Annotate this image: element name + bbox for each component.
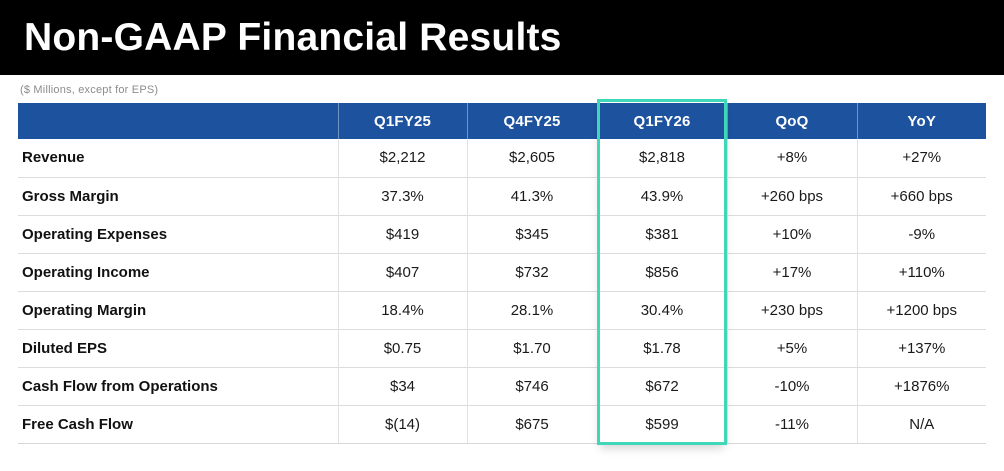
table-row: Diluted EPS $0.75 $1.70 $1.78 +5% +137% — [18, 328, 986, 367]
cell-value: $419 — [337, 214, 467, 253]
cell-value: $675 — [466, 404, 597, 444]
cell-value: $2,212 — [337, 139, 467, 177]
row-label-cash-flow-operations: Cash Flow from Operations — [18, 366, 338, 405]
page-title: Non-GAAP Financial Results — [24, 15, 562, 59]
column-header-yoy: YoY — [856, 103, 986, 139]
financial-results-table: Q1FY25 Q4FY25 Q1FY26 QoQ YoY Revenue $2,… — [18, 103, 986, 444]
cell-value: $746 — [466, 366, 597, 405]
cell-value: $34 — [337, 366, 467, 405]
cell-value: 18.4% — [337, 290, 467, 329]
cell-value: $407 — [337, 252, 467, 291]
cell-value: 43.9% — [596, 176, 727, 215]
cell-value: $0.75 — [337, 328, 467, 367]
cell-value: 28.1% — [466, 290, 597, 329]
table-row: Gross Margin 37.3% 41.3% 43.9% +260 bps … — [18, 176, 986, 215]
financial-results-table-wrap: Q1FY25 Q4FY25 Q1FY26 QoQ YoY Revenue $2,… — [18, 99, 986, 445]
cell-value: +17% — [726, 252, 857, 291]
row-label-diluted-eps: Diluted EPS — [18, 328, 338, 367]
cell-value: +260 bps — [726, 176, 857, 215]
cell-value: $856 — [596, 252, 727, 291]
column-header-q1fy26: Q1FY26 — [596, 103, 727, 139]
column-header-metric — [18, 103, 338, 139]
table-header-row: Q1FY25 Q4FY25 Q1FY26 QoQ YoY — [18, 103, 986, 139]
cell-value: +27% — [856, 139, 986, 177]
table-row: Revenue $2,212 $2,605 $2,818 +8% +27% — [18, 139, 986, 177]
cell-value: $2,605 — [466, 139, 597, 177]
cell-value: $2,818 — [596, 139, 727, 177]
cell-value: +1876% — [856, 366, 986, 405]
cell-value: +137% — [856, 328, 986, 367]
cell-value: N/A — [856, 404, 986, 444]
table-row: Cash Flow from Operations $34 $746 $672 … — [18, 366, 986, 405]
row-label-revenue: Revenue — [18, 139, 338, 177]
row-label-operating-margin: Operating Margin — [18, 290, 338, 329]
cell-value: -9% — [856, 214, 986, 253]
column-header-q4fy25: Q4FY25 — [466, 103, 597, 139]
cell-value: $1.70 — [466, 328, 597, 367]
units-note: ($ Millions, except for EPS) — [20, 84, 159, 96]
table-row: Operating Income $407 $732 $856 +17% +11… — [18, 252, 986, 291]
table-row: Operating Margin 18.4% 28.1% 30.4% +230 … — [18, 290, 986, 329]
cell-value: $672 — [596, 366, 727, 405]
cell-value: $732 — [466, 252, 597, 291]
row-label-gross-margin: Gross Margin — [18, 176, 338, 215]
cell-value: +5% — [726, 328, 857, 367]
cell-value: -10% — [726, 366, 857, 405]
row-label-free-cash-flow: Free Cash Flow — [18, 404, 338, 444]
row-label-operating-income: Operating Income — [18, 252, 338, 291]
cell-value: +230 bps — [726, 290, 857, 329]
row-label-operating-expenses: Operating Expenses — [18, 214, 338, 253]
table-row: Operating Expenses $419 $345 $381 +10% -… — [18, 214, 986, 253]
cell-value: 37.3% — [337, 176, 467, 215]
cell-value: 41.3% — [466, 176, 597, 215]
column-header-q1fy25: Q1FY25 — [337, 103, 467, 139]
cell-value: $(14) — [337, 404, 467, 444]
cell-value: +10% — [726, 214, 857, 253]
cell-value: 30.4% — [596, 290, 727, 329]
title-banner: Non-GAAP Financial Results — [0, 0, 1004, 75]
cell-value: $599 — [596, 404, 727, 444]
cell-value: -11% — [726, 404, 857, 444]
table-row: Free Cash Flow $(14) $675 $599 -11% N/A — [18, 404, 986, 444]
column-header-qoq: QoQ — [726, 103, 857, 139]
cell-value: +1200 bps — [856, 290, 986, 329]
cell-value: +110% — [856, 252, 986, 291]
cell-value: $1.78 — [596, 328, 727, 367]
cell-value: +8% — [726, 139, 857, 177]
cell-value: $345 — [466, 214, 597, 253]
cell-value: $381 — [596, 214, 727, 253]
cell-value: +660 bps — [856, 176, 986, 215]
